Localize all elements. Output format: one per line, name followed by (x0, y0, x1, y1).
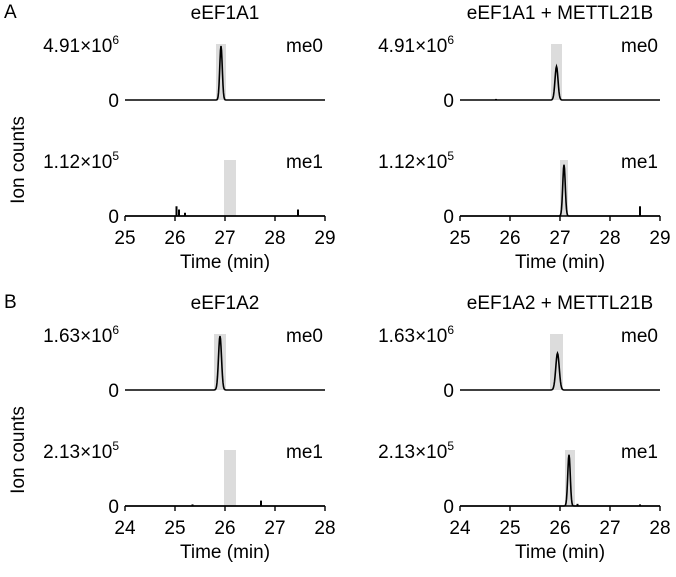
y-zero-label: 0 (108, 91, 119, 112)
x-tick-label: 24 (449, 518, 471, 539)
x-tick-label: 27 (214, 228, 235, 249)
x-tick-label: 24 (114, 518, 136, 539)
y-max-exponent: 6 (447, 33, 454, 47)
x-tick-label: 28 (599, 228, 620, 249)
x-tick-label: 27 (264, 518, 285, 539)
y-max-exponent: 5 (447, 149, 454, 163)
x-tick-label: 28 (264, 228, 285, 249)
y-max-times-ten: ×10 (80, 36, 112, 57)
integration-window (551, 44, 562, 100)
x-tick-label: 29 (649, 228, 670, 249)
integration-window (224, 160, 236, 216)
panel-label-b: B (4, 292, 17, 313)
y-max-times-ten: ×10 (415, 326, 447, 347)
trace-tag: me0 (286, 36, 323, 57)
trace-tag: me0 (286, 326, 323, 347)
y-zero-label: 0 (108, 381, 119, 402)
y-max-label: 4.91×106 (378, 33, 454, 57)
x-tick-label: 26 (549, 518, 570, 539)
y-zero-label: 0 (443, 497, 454, 518)
trace-tag: me1 (621, 442, 658, 463)
x-tick-label: 28 (649, 518, 670, 539)
y-max-times-ten: ×10 (415, 36, 447, 57)
panel-label-a: A (4, 2, 17, 23)
y-max-mantissa: 1.63 (378, 326, 415, 347)
x-axis-label: Time (min) (180, 252, 270, 273)
y-max-label: 1.63×106 (43, 323, 119, 347)
y-max-mantissa: 1.12 (378, 152, 415, 173)
y-max-exponent: 5 (112, 439, 119, 453)
y-max-label: 2.13×105 (378, 439, 454, 463)
y-max-label: 1.12×105 (378, 149, 454, 173)
y-max-exponent: 6 (112, 323, 119, 337)
y-max-times-ten: ×10 (80, 442, 112, 463)
chromatogram-trace (125, 335, 325, 391)
trace-tag: me0 (621, 326, 658, 347)
chromatogram-trace (460, 350, 660, 391)
column-title: eEF1A1 (191, 3, 260, 24)
y-max-times-ten: ×10 (415, 152, 447, 173)
y-max-exponent: 6 (447, 323, 454, 337)
trace-tag: me0 (621, 36, 658, 57)
x-axis-label: Time (min) (180, 542, 270, 563)
chromatogram-trace (125, 45, 325, 101)
y-max-times-ten: ×10 (80, 152, 112, 173)
y-max-mantissa: 2.13 (43, 442, 80, 463)
y-zero-label: 0 (443, 381, 454, 402)
integration-window (224, 450, 236, 506)
y-zero-label: 0 (108, 497, 119, 518)
y-zero-label: 0 (443, 91, 454, 112)
y-max-mantissa: 4.91 (43, 36, 80, 57)
column-title: eEF1A2 (191, 293, 260, 314)
x-tick-label: 26 (214, 518, 235, 539)
y-max-label: 1.12×105 (43, 149, 119, 173)
trace-tag: me1 (286, 442, 323, 463)
y-max-mantissa: 2.13 (378, 442, 415, 463)
x-tick-label: 27 (599, 518, 620, 539)
y-zero-label: 0 (108, 207, 119, 228)
y-axis-label: Ion counts (8, 406, 29, 494)
y-max-mantissa: 1.12 (43, 152, 80, 173)
y-max-exponent: 6 (112, 33, 119, 47)
x-tick-label: 25 (164, 518, 185, 539)
column-title: eEF1A1 + METTL21B (467, 3, 653, 24)
x-tick-label: 27 (549, 228, 570, 249)
column-title: eEF1A2 + METTL21B (467, 293, 653, 314)
x-tick-label: 26 (499, 228, 520, 249)
y-max-exponent: 5 (112, 149, 119, 163)
y-max-times-ten: ×10 (415, 442, 447, 463)
x-tick-label: 29 (314, 228, 335, 249)
x-tick-label: 25 (449, 228, 470, 249)
y-max-label: 2.13×105 (43, 439, 119, 463)
y-max-mantissa: 1.63 (43, 326, 80, 347)
y-zero-label: 0 (443, 207, 454, 228)
chromatogram-trace (460, 63, 660, 101)
y-max-times-ten: ×10 (80, 326, 112, 347)
x-tick-label: 26 (164, 228, 185, 249)
y-max-label: 4.91×106 (43, 33, 119, 57)
x-axis-label: Time (min) (515, 542, 605, 563)
integration-window (216, 44, 226, 100)
y-max-mantissa: 4.91 (378, 36, 415, 57)
x-tick-label: 25 (499, 518, 520, 539)
x-axis-label: Time (min) (515, 252, 605, 273)
x-tick-label: 25 (114, 228, 135, 249)
y-max-exponent: 5 (447, 439, 454, 453)
trace-tag: me1 (621, 152, 658, 173)
trace-tag: me1 (286, 152, 323, 173)
y-max-label: 1.63×106 (378, 323, 454, 347)
y-axis-label: Ion counts (8, 116, 29, 204)
x-tick-label: 28 (314, 518, 335, 539)
integration-window (560, 160, 568, 216)
